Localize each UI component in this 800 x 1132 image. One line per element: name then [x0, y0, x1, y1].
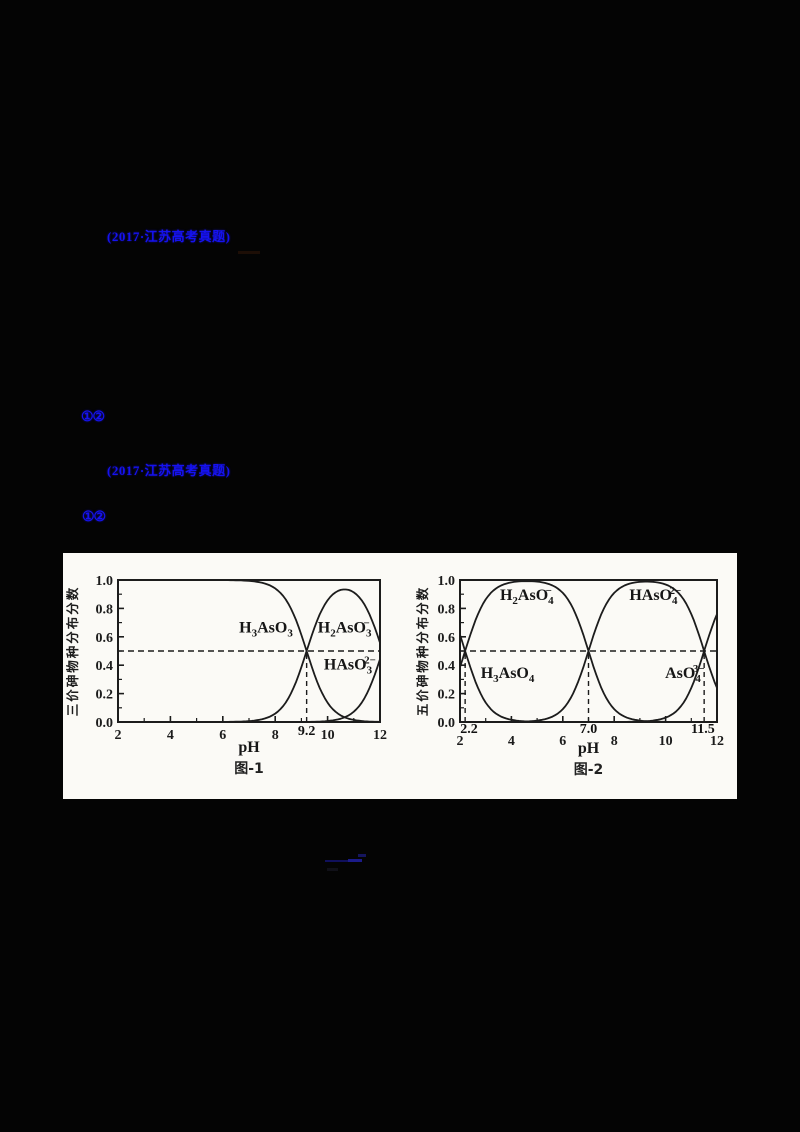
- svg-text:图-1: 图-1: [234, 761, 264, 777]
- svg-text:H2AsO3−: H2AsO3−: [318, 618, 372, 640]
- svg-text:11.5: 11.5: [691, 722, 715, 737]
- fig1-trivalent-arsenic-distribution-chart: 2 4 6 8 10 12 0.0 0.2 0.4 0.6 0.8 1.0 H3AsO3 H2AsO3− H…: [65, 574, 387, 777]
- svg-text:0.6: 0.6: [96, 631, 114, 646]
- svg-text:7.0: 7.0: [580, 722, 598, 737]
- faint-formula-fragment: [318, 850, 370, 876]
- exam-source-link-2[interactable]: (2017·江苏高考真题): [107, 463, 231, 478]
- svg-text:HAsO42−: HAsO42−: [629, 585, 681, 607]
- faint-smudge: [327, 868, 338, 871]
- svg-text:9.2: 9.2: [298, 724, 316, 739]
- svg-text:三价砷物种分布分数: 三价砷物种分布分数: [65, 586, 80, 717]
- svg-text:0.4: 0.4: [438, 659, 456, 674]
- faint-artifact: [238, 251, 260, 254]
- faint-underline-bright-tip: [348, 859, 362, 862]
- svg-text:12: 12: [710, 734, 724, 749]
- circled-number-marker-2[interactable]: ①②: [82, 508, 106, 524]
- svg-text:0.6: 0.6: [438, 631, 456, 646]
- svg-text:图-2: 图-2: [574, 762, 604, 778]
- svg-text:0.8: 0.8: [96, 602, 114, 617]
- svg-text:1.0: 1.0: [96, 574, 114, 589]
- svg-text:0.8: 0.8: [438, 602, 456, 617]
- svg-text:H3AsO3: H3AsO3: [239, 620, 293, 640]
- svg-text:2: 2: [115, 728, 122, 743]
- svg-text:0.4: 0.4: [96, 659, 114, 674]
- svg-text:10: 10: [321, 728, 335, 743]
- svg-text:12: 12: [373, 728, 387, 743]
- fig2-pentavalent-arsenic-distribution-chart: 2 4 6 8 10 12 0.0 0.2 0.4 0.6 0.8 1.0 H3AsO4 H2AsO4− H…: [415, 574, 724, 778]
- svg-text:HAsO32−: HAsO32−: [324, 654, 376, 676]
- svg-text:pH: pH: [238, 739, 260, 756]
- svg-text:H3AsO4: H3AsO4: [481, 665, 535, 685]
- svg-text:6: 6: [559, 734, 566, 749]
- svg-text:6: 6: [219, 728, 226, 743]
- faint-underline: [325, 860, 362, 862]
- svg-text:H2AsO4−: H2AsO4−: [500, 585, 554, 607]
- svg-text:0.2: 0.2: [96, 688, 114, 703]
- arsenic-distribution-figure-panel: 2 4 6 8 10 12 0.0 0.2 0.4 0.6 0.8 1.0 H3AsO3 H2AsO3− H…: [63, 553, 737, 799]
- svg-text:4: 4: [508, 734, 515, 749]
- circled-number-marker-1[interactable]: ①②: [81, 408, 105, 424]
- svg-text:2: 2: [457, 734, 464, 749]
- svg-text:pH: pH: [578, 740, 600, 757]
- svg-text:0.0: 0.0: [96, 716, 114, 731]
- svg-text:10: 10: [659, 734, 673, 749]
- exam-source-link-1[interactable]: (2017·江苏高考真题): [107, 229, 231, 244]
- svg-text:1.0: 1.0: [438, 574, 456, 589]
- svg-text:4: 4: [167, 728, 174, 743]
- svg-text:8: 8: [611, 734, 618, 749]
- svg-text:五价砷物种分布分数: 五价砷物种分布分数: [415, 586, 430, 717]
- faint-superscript-mark: [358, 854, 366, 857]
- svg-text:AsO43−: AsO43−: [665, 663, 705, 685]
- svg-text:0.0: 0.0: [438, 716, 456, 731]
- svg-text:8: 8: [272, 728, 279, 743]
- svg-text:0.2: 0.2: [438, 688, 456, 703]
- svg-text:2.2: 2.2: [460, 722, 478, 737]
